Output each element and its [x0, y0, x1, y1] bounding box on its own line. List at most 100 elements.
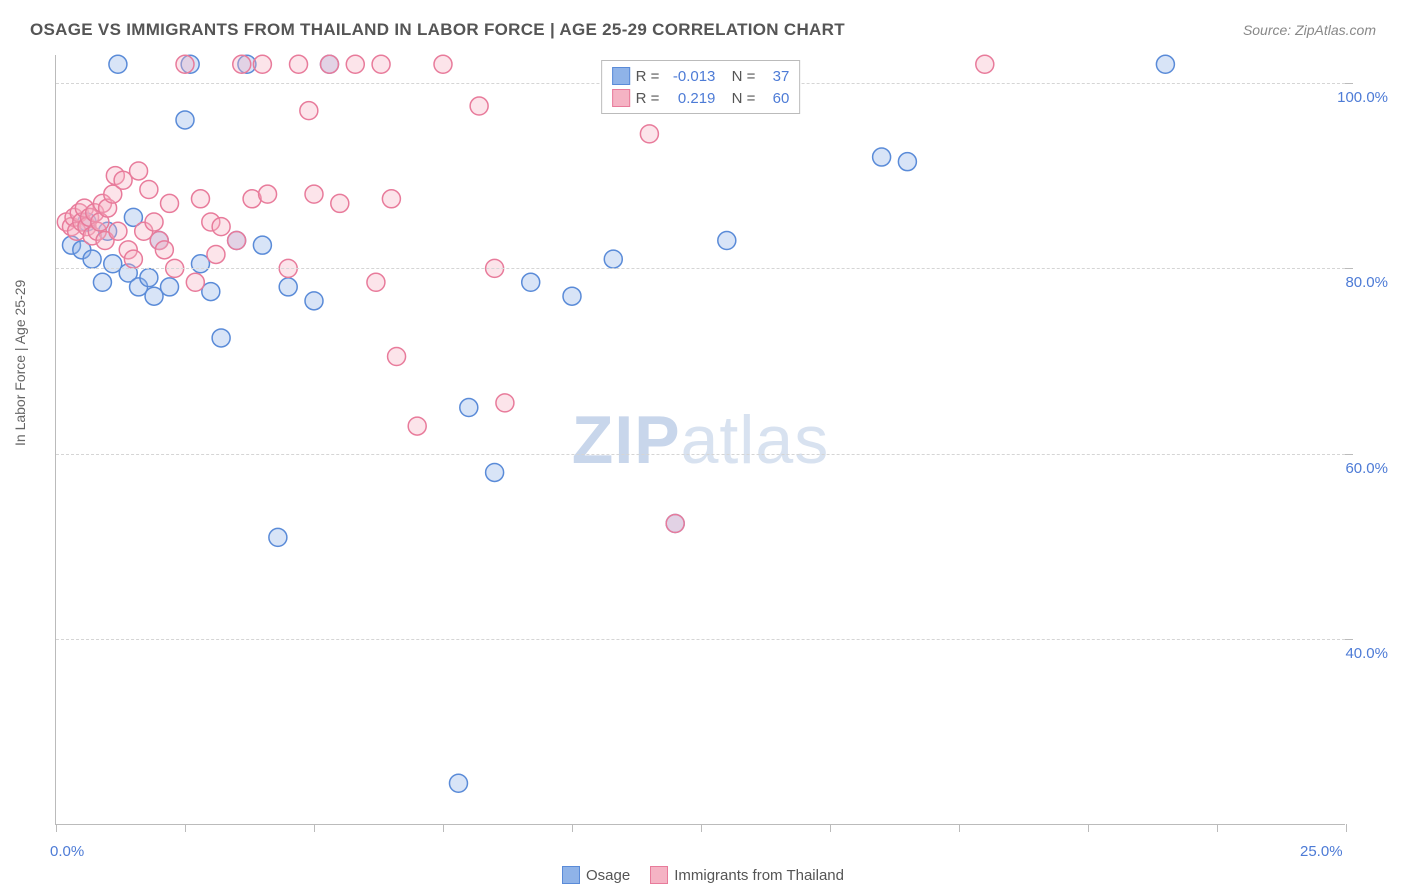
- legend-swatch-icon: [650, 866, 668, 884]
- x-tick: [1217, 824, 1218, 832]
- point-thailand: [176, 55, 194, 73]
- legend-label: Immigrants from Thailand: [674, 867, 844, 884]
- chart-plot-area: ZIPatlas R = -0.013 N = 37 R = 0.219 N =…: [55, 55, 1345, 825]
- y-axis-label: In Labor Force | Age 25-29: [12, 280, 28, 446]
- x-tick: [701, 824, 702, 832]
- y-tick: [1345, 639, 1353, 640]
- source-label: Source: ZipAtlas.com: [1243, 22, 1376, 38]
- legend-row-osage: R = -0.013 N = 37: [612, 65, 790, 87]
- n-label: N =: [732, 68, 756, 85]
- point-osage: [269, 528, 287, 546]
- point-thailand: [640, 125, 658, 143]
- point-thailand: [161, 194, 179, 212]
- x-tick: [443, 824, 444, 832]
- y-tick-label: 80.0%: [1345, 274, 1388, 291]
- point-osage: [1156, 55, 1174, 73]
- point-osage: [563, 287, 581, 305]
- n-value-osage: 37: [761, 68, 789, 85]
- point-thailand: [346, 55, 364, 73]
- point-thailand: [228, 232, 246, 250]
- r-value-osage: -0.013: [665, 68, 715, 85]
- r-value-thailand: 0.219: [665, 90, 715, 107]
- point-thailand: [130, 162, 148, 180]
- point-thailand: [233, 55, 251, 73]
- y-tick-label: 100.0%: [1337, 89, 1388, 106]
- y-tick-label: 60.0%: [1345, 460, 1388, 477]
- point-osage: [898, 153, 916, 171]
- point-osage: [486, 463, 504, 481]
- point-osage: [305, 292, 323, 310]
- point-thailand: [372, 55, 390, 73]
- point-osage: [109, 55, 127, 73]
- point-thailand: [207, 245, 225, 263]
- legend-label: Osage: [586, 867, 630, 884]
- legend-swatch-icon: [562, 866, 580, 884]
- y-tick: [1345, 454, 1353, 455]
- point-thailand: [140, 181, 158, 199]
- n-value-thailand: 60: [761, 90, 789, 107]
- legend-item-thailand: Immigrants from Thailand: [650, 866, 844, 884]
- point-thailand: [320, 55, 338, 73]
- grid-line: [56, 639, 1345, 640]
- point-thailand: [253, 55, 271, 73]
- point-thailand: [367, 273, 385, 291]
- point-thailand: [155, 241, 173, 259]
- point-osage: [873, 148, 891, 166]
- point-thailand: [408, 417, 426, 435]
- x-tick-label: 25.0%: [1300, 843, 1343, 860]
- series-legend: Osage Immigrants from Thailand: [562, 866, 844, 884]
- legend-swatch-osage: [612, 67, 630, 85]
- point-thailand: [290, 55, 308, 73]
- point-osage: [161, 278, 179, 296]
- y-tick: [1345, 268, 1353, 269]
- point-thailand: [124, 250, 142, 268]
- chart-title: OSAGE VS IMMIGRANTS FROM THAILAND IN LAB…: [30, 20, 845, 40]
- correlation-legend: R = -0.013 N = 37 R = 0.219 N = 60: [601, 60, 801, 114]
- point-thailand: [186, 273, 204, 291]
- point-thailand: [470, 97, 488, 115]
- n-label: N =: [732, 90, 756, 107]
- point-thailand: [145, 213, 163, 231]
- point-osage: [253, 236, 271, 254]
- point-thailand: [434, 55, 452, 73]
- x-tick: [314, 824, 315, 832]
- point-thailand: [191, 190, 209, 208]
- point-osage: [176, 111, 194, 129]
- x-tick: [959, 824, 960, 832]
- point-thailand: [496, 394, 514, 412]
- point-osage: [449, 774, 467, 792]
- point-thailand: [388, 348, 406, 366]
- point-osage: [93, 273, 111, 291]
- point-osage: [718, 232, 736, 250]
- point-osage: [140, 269, 158, 287]
- point-thailand: [305, 185, 323, 203]
- point-osage: [460, 399, 478, 417]
- x-tick: [830, 824, 831, 832]
- point-thailand: [382, 190, 400, 208]
- grid-line: [56, 454, 1345, 455]
- r-label: R =: [636, 90, 660, 107]
- point-osage: [279, 278, 297, 296]
- y-tick-label: 40.0%: [1345, 645, 1388, 662]
- x-tick-label: 0.0%: [50, 843, 84, 860]
- x-tick: [185, 824, 186, 832]
- x-tick: [1346, 824, 1347, 832]
- scatter-svg: [56, 55, 1345, 824]
- point-thailand: [666, 514, 684, 532]
- point-osage: [83, 250, 101, 268]
- point-thailand: [976, 55, 994, 73]
- point-thailand: [212, 218, 230, 236]
- x-tick: [1088, 824, 1089, 832]
- point-thailand: [300, 102, 318, 120]
- legend-row-thailand: R = 0.219 N = 60: [612, 87, 790, 109]
- point-osage: [604, 250, 622, 268]
- grid-line: [56, 268, 1345, 269]
- point-osage: [212, 329, 230, 347]
- legend-swatch-thailand: [612, 89, 630, 107]
- legend-item-osage: Osage: [562, 866, 630, 884]
- point-thailand: [109, 222, 127, 240]
- x-tick: [572, 824, 573, 832]
- point-thailand: [259, 185, 277, 203]
- point-thailand: [331, 194, 349, 212]
- y-tick: [1345, 83, 1353, 84]
